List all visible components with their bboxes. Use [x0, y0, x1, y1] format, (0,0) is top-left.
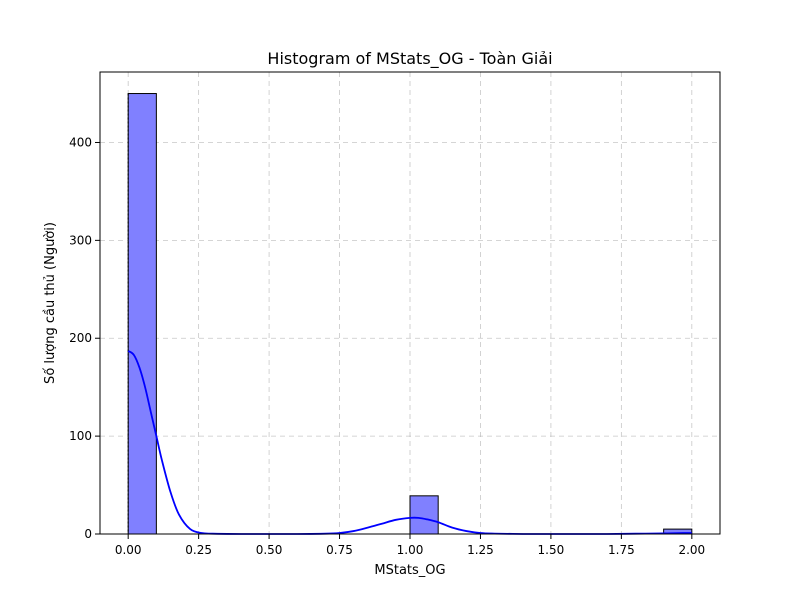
histogram-bar	[409, 495, 439, 535]
y-axis-ticks: 0 100 200 300 400	[69, 135, 100, 541]
x-tick-label: 1.50	[538, 543, 565, 557]
y-tick-label: 200	[69, 331, 92, 345]
x-tick-label: 1.75	[608, 543, 635, 557]
x-tick-label: 1.25	[467, 543, 494, 557]
x-tick-label: 0.75	[326, 543, 353, 557]
y-axis-label: Số lượng cầu thủ (Người)	[43, 222, 58, 384]
x-axis-ticks: 0.00 0.25 0.50 0.75 1.00 1.25 1.50 1.75 2.00	[115, 534, 705, 557]
x-axis-label: MStats_OG	[374, 563, 445, 578]
plot-frame	[99, 71, 721, 535]
x-tick-label: 0.50	[256, 543, 283, 557]
y-tick-label: 400	[69, 135, 92, 149]
y-tick-label: 0	[84, 527, 92, 541]
y-tick-label: 100	[69, 429, 92, 443]
bars	[127, 93, 693, 535]
x-tick-label: 1.00	[397, 543, 424, 557]
x-tick-label: 2.00	[678, 543, 705, 557]
grid-lines	[100, 72, 720, 535]
y-tick-label: 300	[69, 233, 92, 247]
histogram-bar	[127, 93, 157, 535]
x-tick-label: 0.00	[115, 543, 142, 557]
chart-title: Histogram of MStats_OG - Toàn Giải	[267, 49, 552, 69]
x-tick-label: 0.25	[185, 543, 212, 557]
